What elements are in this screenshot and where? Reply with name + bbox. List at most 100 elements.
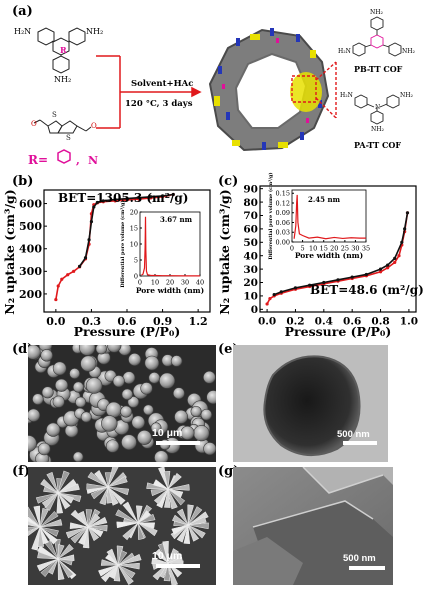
sem-flake [87, 471, 109, 488]
reaction-arrows [96, 55, 202, 129]
c-main-series-2-point [386, 263, 390, 267]
sem-particle [120, 405, 133, 418]
c-main-series-2-point [393, 256, 397, 260]
c-main-y-tick-label: 80 [243, 197, 258, 209]
sem-flake [85, 509, 93, 528]
sem-particle [28, 345, 41, 360]
b-main-series-1-point [66, 273, 70, 277]
b-inset-x-tick-label: 0 [138, 279, 142, 287]
sem-particle [190, 405, 202, 418]
sem-flake [135, 505, 143, 524]
b-main-series-2-point [113, 197, 117, 202]
sem-image-f: 10 μm [28, 467, 216, 585]
sem-particle [203, 370, 216, 384]
sem-flake [33, 505, 41, 528]
c-main-y-tick-label: 30 [243, 264, 258, 276]
c-main-y-tick-label: 60 [243, 224, 258, 236]
sem-flake [70, 526, 89, 544]
sem-particle [127, 396, 140, 408]
b-main-series-2-point [171, 192, 175, 197]
b-main-series-2-point [77, 264, 82, 268]
pb-tt-structure [352, 16, 402, 57]
c-inset-x-tick-label: 5 [301, 245, 305, 253]
c-main-plot-frame [259, 185, 417, 313]
sulfur-atom-1: S [52, 111, 57, 119]
sem-particle [170, 355, 183, 367]
sem-particle [105, 439, 120, 453]
pa-nh2-right: NH₂ [400, 92, 413, 99]
sem-particle [131, 415, 146, 430]
sem-particle [200, 408, 213, 421]
c-inset-y-tick-label: 0.00 [276, 238, 290, 246]
c-inset-x-tick-label: 20 [330, 245, 338, 253]
sem-flake [57, 483, 80, 494]
sem-flake [167, 488, 178, 510]
b-inset-y-tick-label: 20 [130, 208, 138, 216]
sem-flake [106, 486, 114, 504]
c-main-x-tick-label: 0.4 [315, 316, 333, 328]
sem-flake [187, 522, 209, 530]
sem-particle [105, 401, 122, 418]
sem-flake [28, 526, 41, 537]
sem-flake [106, 548, 119, 566]
pa-tt-cof-label: PA-TT COF [354, 140, 401, 150]
b-inset-plot-frame [139, 211, 201, 277]
c-main-y-tick-label: 20 [243, 277, 258, 289]
sem-particle [121, 388, 133, 400]
sem-flake [152, 479, 169, 490]
sem-flake [163, 471, 171, 490]
sem-flake [137, 522, 145, 540]
sem-flake [122, 522, 139, 541]
sem-flake [107, 475, 128, 488]
sem-flake [40, 478, 59, 494]
sem-particle [180, 425, 195, 440]
sem-flake [153, 488, 169, 505]
pa-nh2-bottom: NH₂ [371, 126, 384, 133]
pa-tt-structure [354, 94, 400, 125]
b-main-series-1-point [60, 277, 64, 281]
c-main-x-tick-label: 0.0 [258, 316, 276, 328]
c-main-series-2-point [400, 240, 404, 244]
c-main-series-1-point [393, 260, 397, 265]
sem-flake [137, 522, 156, 529]
pb-nh2-top: NH₂ [370, 9, 383, 16]
nh2-label-top-right: NH₂ [86, 27, 103, 36]
sem-flake [65, 526, 89, 539]
sem-particle [121, 434, 137, 451]
sem-flake [39, 519, 63, 528]
sem-particle [159, 372, 176, 389]
sem-flake [187, 524, 200, 542]
c-inset-plot-frame [291, 189, 367, 243]
c-main-y-tick-label: 90 [243, 183, 258, 195]
b-inset-xlabel: Pore width (nm) [136, 286, 204, 295]
panel-c-label: (c) [218, 174, 239, 189]
sem-flake [98, 564, 119, 577]
sem-flake [117, 553, 142, 566]
sem-particle [80, 411, 92, 423]
sem-particle [148, 372, 161, 384]
sem-flake [100, 564, 119, 583]
sem-particle [46, 422, 61, 437]
sem-particle [41, 386, 54, 399]
sem-flake [40, 558, 59, 578]
sem-particle [193, 425, 210, 442]
b-main-series-2-point [125, 196, 129, 201]
b-main-series-2-point [95, 200, 99, 205]
c-inset-y-tick-label: 0.09 [276, 209, 290, 217]
sem-particle [85, 377, 103, 394]
sem-flake [57, 492, 75, 504]
b-main-y-tick-label: 600 [19, 197, 42, 210]
sem-flake [176, 508, 189, 526]
panel-f-label: (f) [12, 464, 30, 479]
sem-particle [79, 345, 96, 356]
sem-flake [57, 543, 74, 560]
c-inset-y-tick-label: 0.06 [276, 219, 290, 227]
b-main-series-1-point [56, 284, 60, 288]
sem-flake [100, 559, 119, 566]
sem-flake [37, 545, 59, 560]
c-main-series-1-point [378, 270, 383, 274]
sem-flake [39, 526, 58, 545]
sem-flake [57, 492, 71, 510]
sem-flake [154, 548, 169, 564]
c-inset-x-tick-label: 0 [290, 245, 294, 253]
